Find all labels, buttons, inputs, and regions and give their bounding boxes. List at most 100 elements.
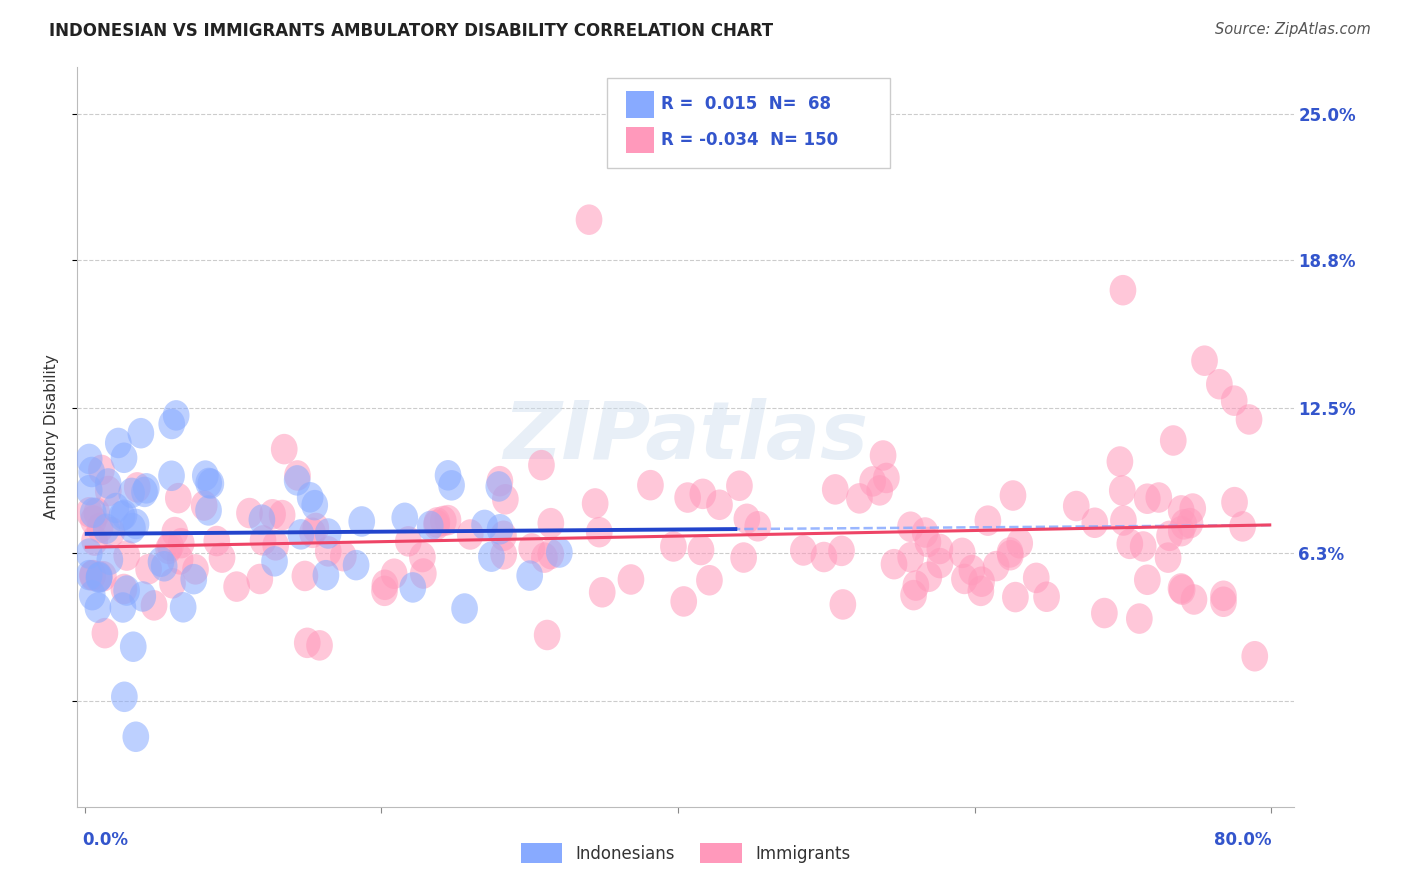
Ellipse shape [846, 483, 873, 514]
Ellipse shape [637, 470, 664, 500]
Ellipse shape [1107, 446, 1133, 477]
Ellipse shape [155, 533, 181, 565]
Ellipse shape [734, 504, 761, 534]
Ellipse shape [439, 470, 465, 500]
Ellipse shape [94, 468, 121, 499]
Ellipse shape [93, 514, 120, 544]
Ellipse shape [969, 566, 995, 597]
Ellipse shape [159, 568, 186, 599]
Ellipse shape [150, 551, 177, 582]
Ellipse shape [983, 551, 1010, 582]
Ellipse shape [297, 482, 323, 513]
Ellipse shape [183, 554, 209, 584]
Ellipse shape [828, 535, 855, 566]
Ellipse shape [163, 401, 190, 431]
Ellipse shape [451, 593, 478, 624]
Ellipse shape [537, 508, 564, 539]
Ellipse shape [903, 570, 929, 601]
Ellipse shape [1168, 495, 1195, 525]
Ellipse shape [949, 538, 976, 568]
Ellipse shape [915, 561, 942, 592]
Ellipse shape [86, 563, 112, 593]
Ellipse shape [263, 530, 290, 560]
Ellipse shape [927, 533, 953, 565]
Ellipse shape [330, 541, 357, 572]
Ellipse shape [1229, 511, 1256, 541]
Ellipse shape [529, 450, 555, 481]
Ellipse shape [91, 618, 118, 648]
Ellipse shape [159, 409, 186, 439]
Ellipse shape [89, 455, 115, 485]
Ellipse shape [471, 509, 498, 541]
Ellipse shape [1111, 505, 1137, 536]
Ellipse shape [1220, 385, 1247, 416]
Ellipse shape [76, 475, 103, 506]
Ellipse shape [790, 535, 817, 566]
Ellipse shape [84, 592, 111, 623]
Ellipse shape [418, 511, 444, 541]
Ellipse shape [90, 561, 117, 591]
Ellipse shape [301, 490, 328, 520]
Ellipse shape [105, 427, 132, 458]
Ellipse shape [111, 442, 138, 473]
Ellipse shape [1081, 508, 1108, 538]
Ellipse shape [486, 466, 513, 497]
Ellipse shape [575, 204, 602, 235]
Ellipse shape [294, 628, 321, 658]
Ellipse shape [76, 560, 103, 591]
Ellipse shape [167, 544, 194, 574]
Ellipse shape [131, 476, 157, 508]
Ellipse shape [122, 508, 149, 540]
Ellipse shape [79, 457, 105, 487]
Ellipse shape [299, 517, 326, 548]
Ellipse shape [830, 589, 856, 620]
Ellipse shape [391, 502, 418, 533]
Ellipse shape [546, 537, 572, 568]
Ellipse shape [1160, 425, 1187, 456]
Ellipse shape [110, 592, 136, 623]
Ellipse shape [195, 495, 222, 525]
Ellipse shape [997, 537, 1024, 567]
Ellipse shape [1154, 542, 1181, 573]
Ellipse shape [1109, 475, 1136, 506]
Ellipse shape [208, 542, 235, 573]
Ellipse shape [114, 541, 141, 571]
Ellipse shape [284, 460, 311, 491]
Ellipse shape [589, 577, 616, 607]
Ellipse shape [531, 542, 558, 573]
Ellipse shape [870, 441, 897, 471]
Text: 80.0%: 80.0% [1213, 830, 1271, 849]
Ellipse shape [1109, 275, 1136, 305]
Ellipse shape [1135, 565, 1161, 595]
Ellipse shape [97, 544, 124, 575]
Text: Source: ZipAtlas.com: Source: ZipAtlas.com [1215, 22, 1371, 37]
Ellipse shape [284, 465, 311, 496]
Ellipse shape [395, 526, 422, 557]
Ellipse shape [141, 591, 167, 621]
Ellipse shape [349, 506, 375, 537]
Ellipse shape [307, 630, 333, 661]
Ellipse shape [1211, 586, 1237, 617]
Ellipse shape [271, 434, 298, 465]
Ellipse shape [157, 531, 184, 561]
Ellipse shape [381, 558, 408, 589]
Text: 0.0%: 0.0% [82, 830, 128, 849]
Ellipse shape [96, 475, 122, 507]
Ellipse shape [86, 562, 112, 592]
Ellipse shape [810, 541, 837, 573]
Ellipse shape [617, 565, 644, 595]
Ellipse shape [478, 541, 505, 572]
Ellipse shape [315, 536, 342, 566]
Ellipse shape [486, 514, 513, 544]
Ellipse shape [434, 505, 461, 535]
Ellipse shape [725, 470, 752, 501]
Ellipse shape [236, 498, 263, 528]
Ellipse shape [959, 555, 986, 585]
Ellipse shape [696, 565, 723, 596]
Ellipse shape [492, 484, 519, 515]
Ellipse shape [430, 506, 457, 536]
Ellipse shape [180, 564, 207, 594]
Ellipse shape [1241, 641, 1268, 672]
Ellipse shape [197, 468, 224, 499]
Ellipse shape [315, 518, 342, 549]
